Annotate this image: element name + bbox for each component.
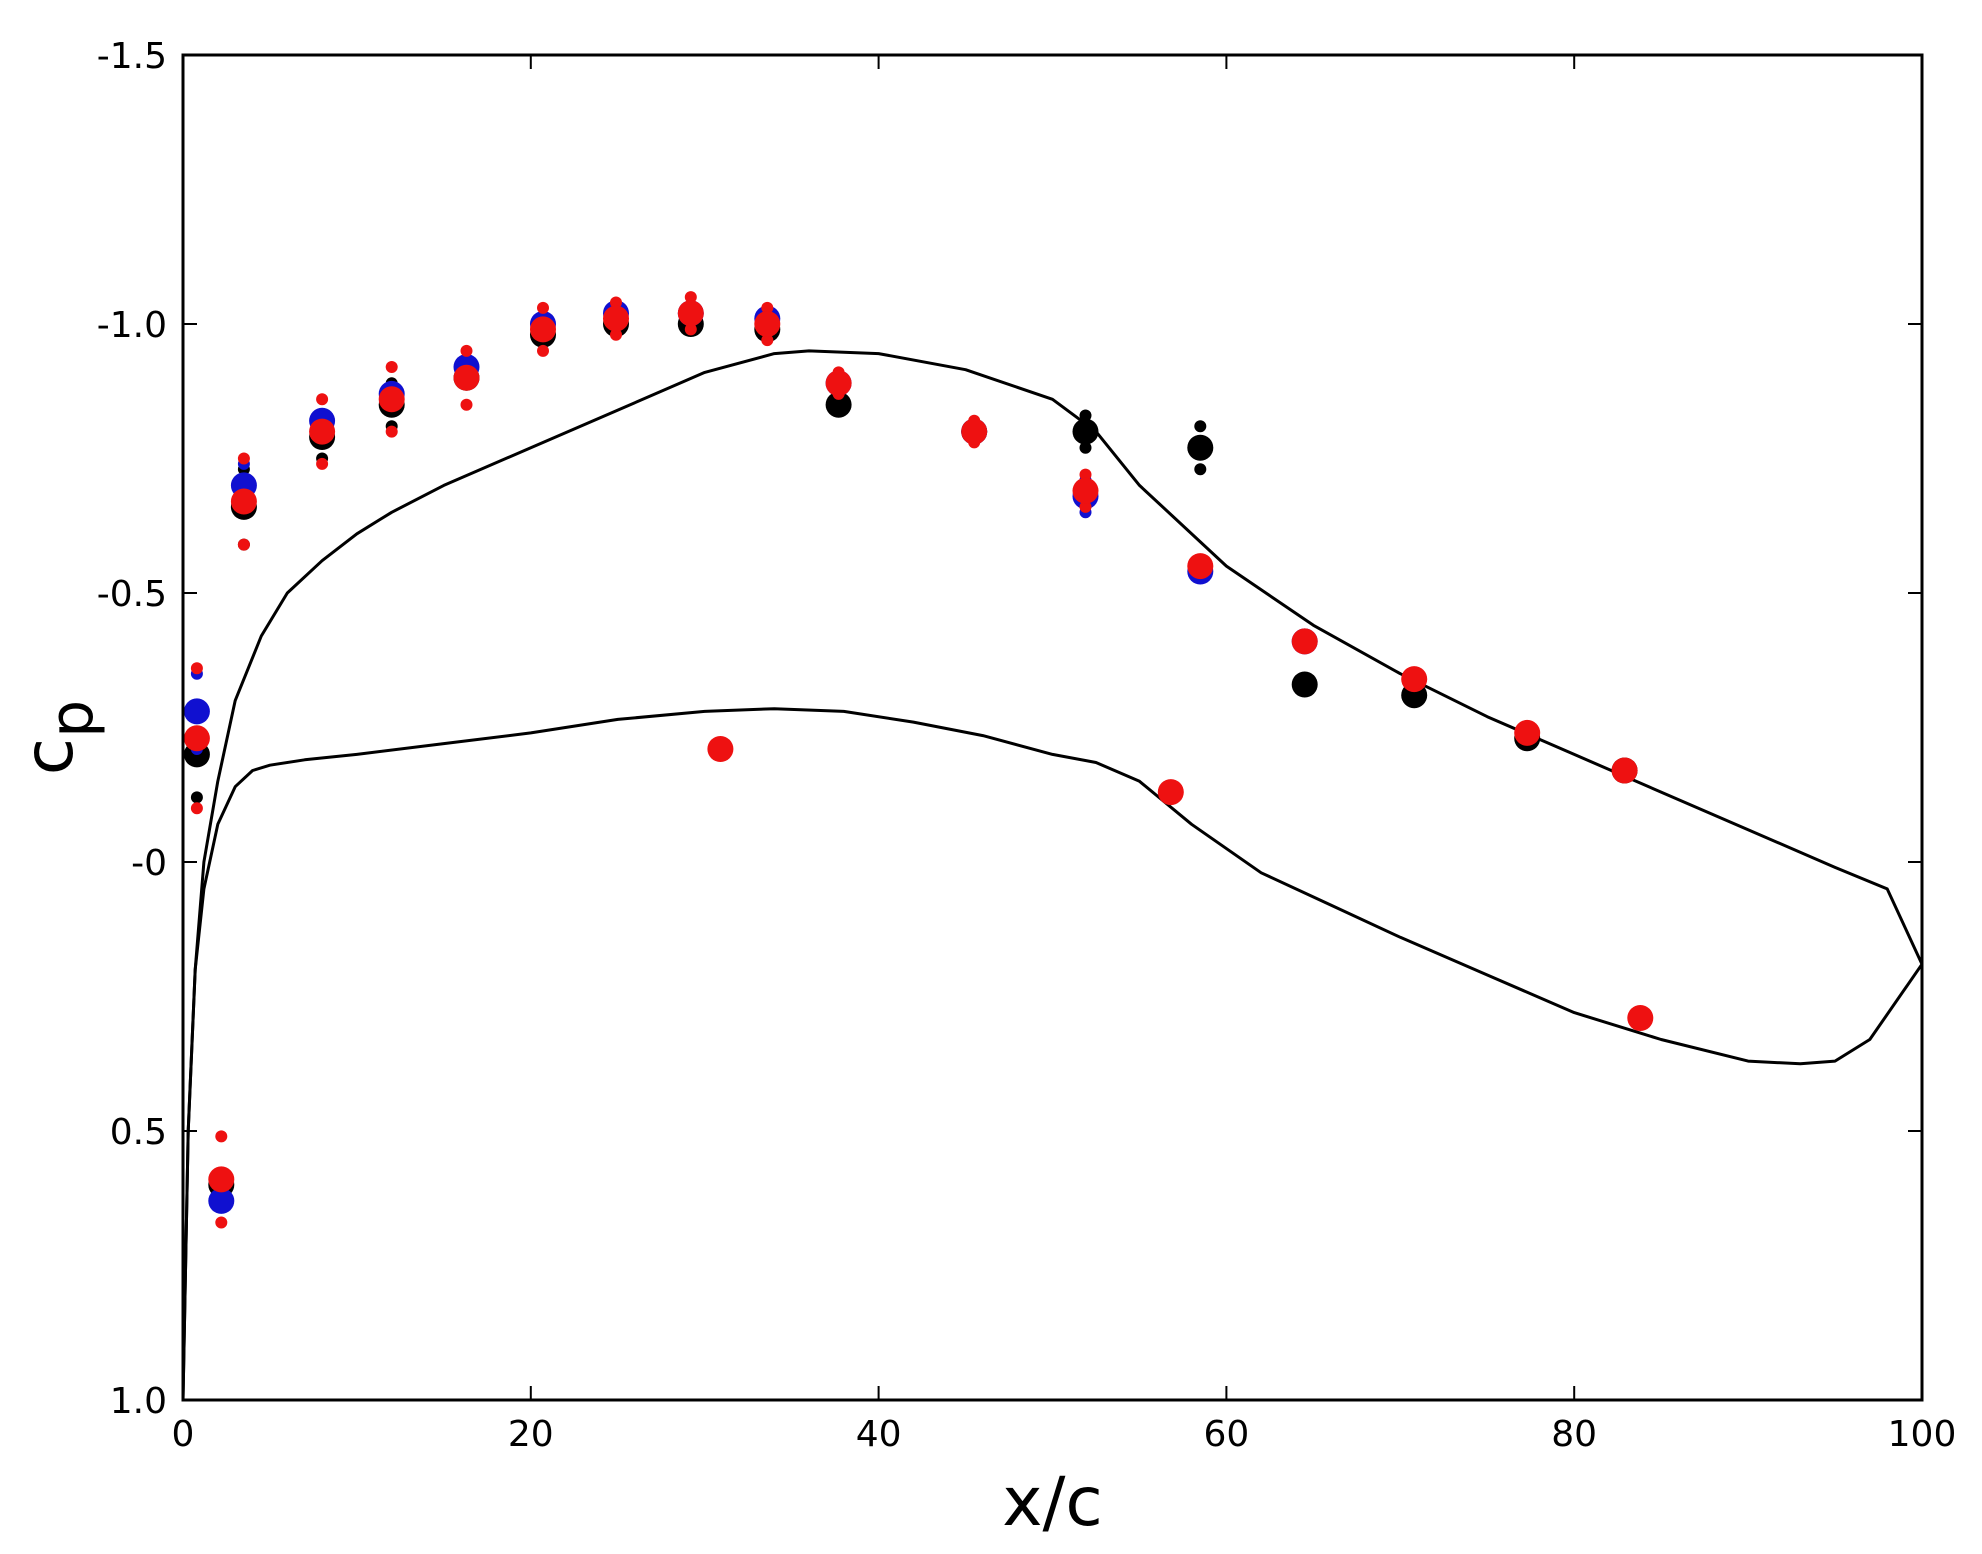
data-point-red-small <box>1079 468 1092 481</box>
x-axis-label: x/c <box>1002 1463 1103 1542</box>
data-point-red <box>309 418 336 445</box>
data-point-red-small <box>610 296 622 309</box>
data-point-black <box>1291 671 1318 698</box>
x-tick-label: 40 <box>856 1414 902 1455</box>
data-point-red <box>825 370 852 397</box>
lower-surface-curve <box>181 707 1924 1401</box>
data-point-black-small <box>1194 420 1207 433</box>
data-point-red <box>183 725 210 752</box>
data-point-red <box>707 736 734 762</box>
data-point-blue <box>208 1187 235 1214</box>
x-tick-label: 80 <box>1551 1414 1597 1455</box>
x-tick-label: 60 <box>1203 1414 1249 1455</box>
data-point-red-small <box>385 425 398 438</box>
data-point-red-small <box>215 1130 228 1143</box>
data-point-red-small <box>684 323 697 336</box>
data-point-red-small <box>1079 500 1092 513</box>
data-point-red-small <box>537 344 549 357</box>
plot-points <box>183 291 1654 1229</box>
axis-ticks: 0 20 40 60 80 100 -1.5 -1.0 -0.5 -0 0.5 1.0 <box>97 36 1957 1455</box>
y-tick-label: 0.5 <box>110 1112 167 1153</box>
x-tick-label: 0 <box>172 1414 195 1455</box>
data-point-red-small <box>761 301 774 314</box>
data-point-red <box>1514 719 1541 746</box>
data-point-red <box>1611 757 1638 784</box>
data-point-red-small <box>460 344 473 357</box>
x-tick-label: 100 <box>1888 1414 1957 1455</box>
data-point-black <box>1072 418 1099 445</box>
data-point-red-small <box>385 361 398 373</box>
data-point-black-small <box>1079 409 1092 422</box>
plot-lines <box>181 349 1924 1401</box>
data-point-black <box>825 391 852 418</box>
data-point-red <box>1627 1005 1654 1031</box>
data-point-red-small <box>190 662 203 675</box>
data-point-red-small <box>684 291 697 304</box>
data-point-red <box>1187 553 1214 580</box>
data-point-red <box>1401 666 1428 693</box>
y-tick-label: -0 <box>131 843 167 884</box>
data-point-blue <box>183 698 210 725</box>
data-point-red-small <box>761 334 774 347</box>
data-point-red <box>1157 779 1184 806</box>
y-tick-label: -0.5 <box>97 574 167 615</box>
y-tick-label: -1.5 <box>97 36 167 77</box>
data-point-black-small <box>1079 441 1092 454</box>
data-point-red-small <box>316 457 329 470</box>
y-tick-label: 1.0 <box>110 1381 167 1422</box>
data-point-red <box>1072 477 1099 504</box>
data-point-red <box>208 1166 235 1193</box>
data-point-red-small <box>460 398 473 411</box>
upper-surface-curve <box>181 349 1924 1401</box>
data-point-red-small <box>237 538 250 551</box>
data-point-red-small <box>190 802 203 815</box>
data-point-red <box>1291 628 1318 655</box>
data-point-black-small <box>190 791 203 804</box>
data-point-red <box>677 300 704 327</box>
data-point-red <box>230 488 257 515</box>
data-point-black-small <box>1194 463 1207 476</box>
data-point-red <box>754 311 781 337</box>
x-tick-label: 20 <box>508 1414 554 1455</box>
y-axis-label-subscript: p <box>37 700 107 738</box>
data-point-red <box>961 418 988 445</box>
y-axis-label-base: c <box>10 738 89 775</box>
y-tick-label: -1.0 <box>97 305 167 346</box>
data-point-red-small <box>610 328 622 341</box>
data-point-red-small <box>215 1216 228 1229</box>
data-point-red <box>603 305 629 332</box>
data-point-red <box>453 364 480 391</box>
data-point-red <box>378 386 405 413</box>
plot-frame <box>181 53 1924 1402</box>
data-point-red-small <box>316 393 329 406</box>
data-point-red <box>530 316 556 343</box>
data-point-red-small <box>537 301 549 314</box>
data-point-black <box>1187 434 1214 461</box>
y-axis-label: cp <box>10 700 107 775</box>
data-point-red-small <box>237 452 250 465</box>
